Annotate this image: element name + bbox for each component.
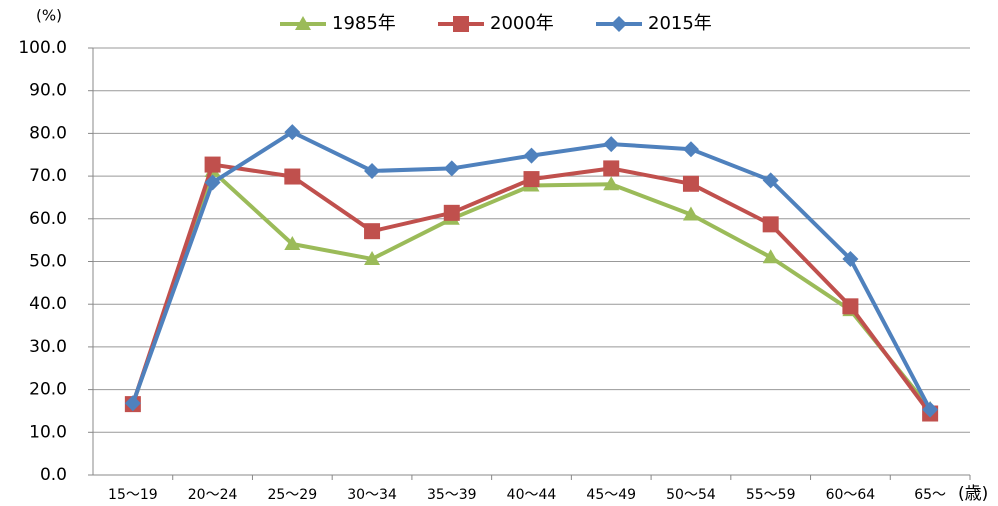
x-tick-label: 65〜	[914, 487, 946, 503]
x-axis-label: (歳)	[958, 484, 988, 504]
data-point	[443, 204, 460, 221]
legend-label: 2000年	[490, 13, 554, 34]
y-tick-label: 100.0	[18, 38, 67, 58]
data-point	[443, 160, 460, 177]
legend-label: 2015年	[648, 13, 712, 34]
series-line	[130, 162, 932, 415]
legend-marker	[295, 16, 311, 30]
data-point	[682, 141, 699, 158]
data-point	[682, 175, 699, 192]
data-point	[364, 223, 381, 240]
data-point	[523, 171, 540, 188]
legend-label: 1985年	[332, 13, 396, 34]
data-point	[364, 162, 381, 179]
data-point	[284, 168, 301, 185]
y-tick-label: 70.0	[29, 166, 67, 186]
y-tick-label: 20.0	[29, 380, 67, 400]
x-tick-label: 20〜24	[188, 487, 238, 503]
x-tick-label: 15〜19	[108, 487, 158, 503]
y-tick-label: 50.0	[29, 252, 67, 272]
y-tick-label: 80.0	[29, 123, 67, 143]
data-point	[762, 249, 779, 264]
data-point	[204, 156, 221, 173]
data-point	[364, 250, 381, 265]
y-tick-label: 30.0	[29, 337, 67, 357]
data-point	[284, 124, 301, 141]
y-tick-label: 10.0	[29, 422, 67, 442]
y-tick-label: 90.0	[29, 81, 67, 101]
data-point	[523, 147, 540, 164]
y-tick-label: 40.0	[29, 294, 67, 314]
x-tick-label: 45〜49	[586, 487, 636, 503]
data-point	[603, 176, 620, 191]
legend-marker	[453, 16, 469, 32]
data-point	[842, 298, 859, 315]
data-point	[762, 216, 779, 233]
data-point	[922, 401, 939, 418]
data-point	[124, 395, 141, 412]
x-tick-label: 35〜39	[427, 487, 477, 503]
x-tick-label: 55〜59	[746, 487, 796, 503]
data-point	[842, 250, 859, 267]
y-tick-label: 60.0	[29, 209, 67, 229]
x-tick-label: 30〜34	[347, 487, 397, 503]
y-tick-label: 0.0	[40, 465, 67, 485]
x-tick-label: 40〜44	[507, 487, 557, 503]
data-point	[682, 206, 699, 221]
data-point	[204, 174, 221, 191]
data-point	[603, 136, 620, 153]
data-point	[603, 160, 620, 177]
x-tick-label: 60〜64	[826, 487, 876, 503]
data-point	[762, 172, 779, 189]
x-tick-label: 50〜54	[666, 487, 716, 503]
data-point	[284, 235, 301, 250]
x-tick-label: 25〜29	[267, 487, 317, 503]
y-axis-label: (%)	[36, 7, 62, 25]
series-line	[130, 168, 932, 411]
legend-marker	[611, 16, 627, 32]
